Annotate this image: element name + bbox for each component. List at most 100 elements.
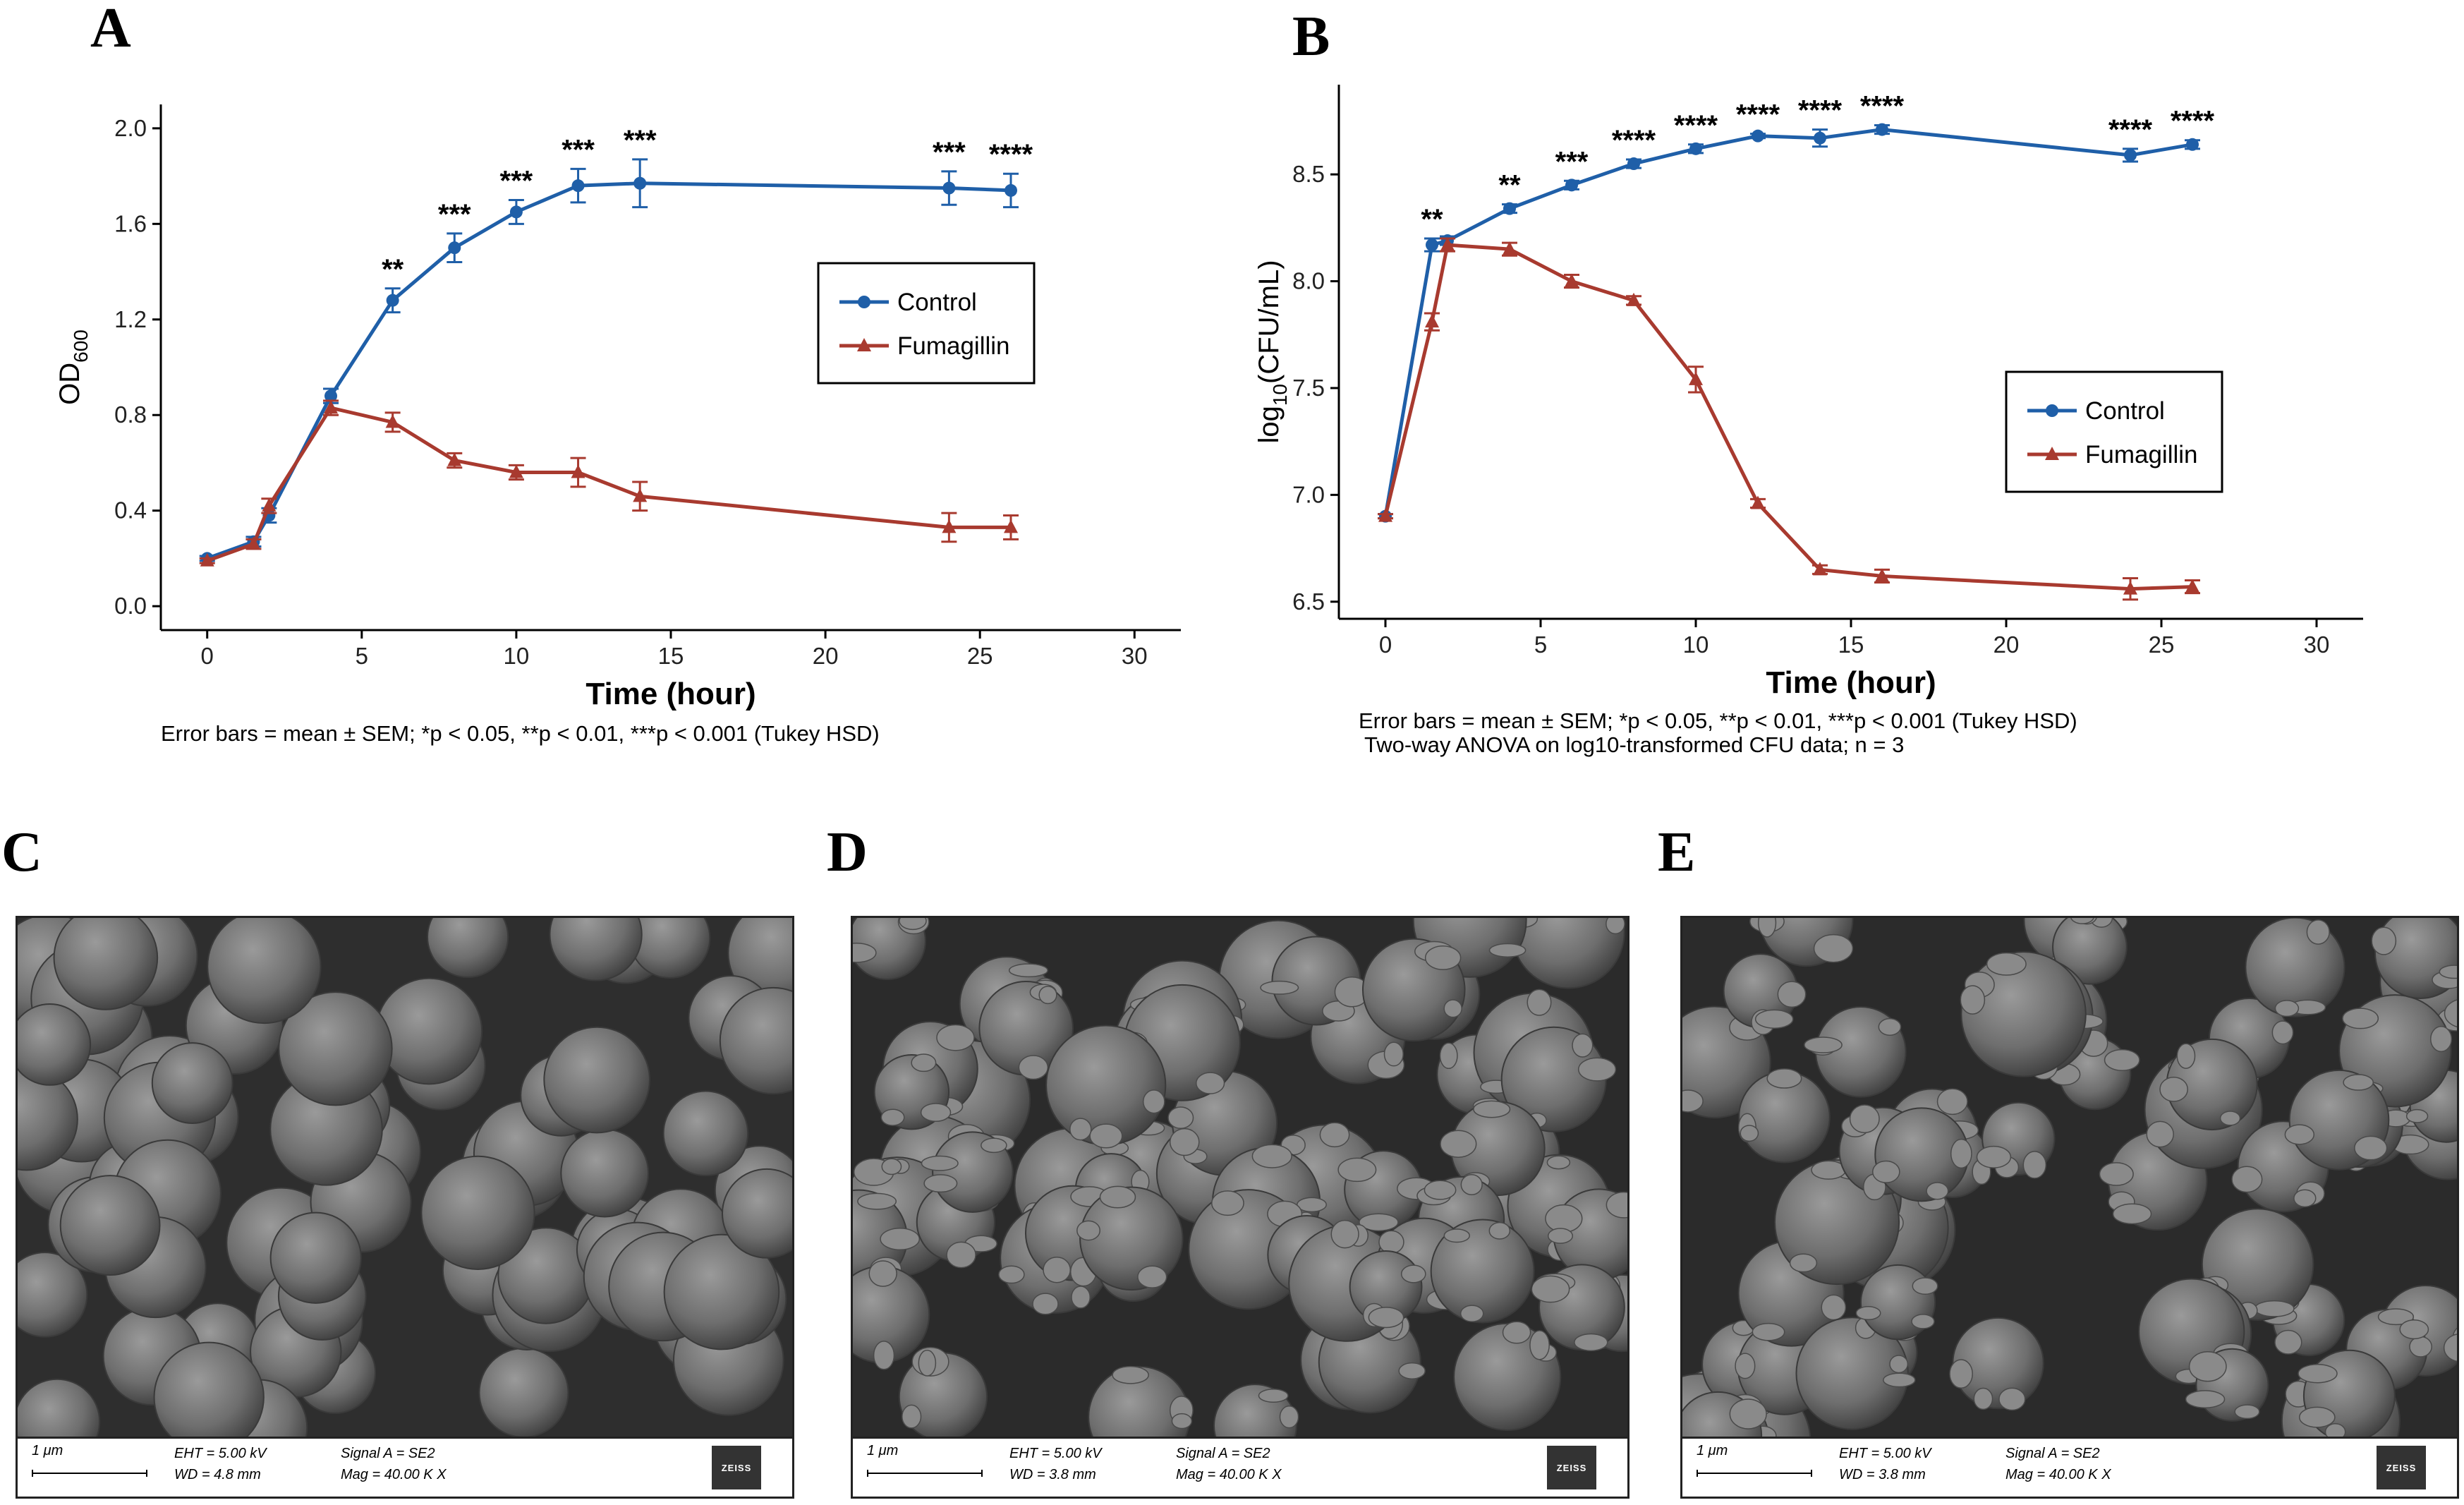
surface-bleb [2274, 1000, 2300, 1017]
surface-bleb [1440, 1130, 1477, 1158]
legend-marker [2046, 404, 2058, 417]
y-tick-label: 2.0 [114, 115, 147, 141]
sem-signal: Signal A = SE2 [1176, 1446, 1270, 1461]
panel-label-d: D [827, 821, 868, 883]
surface-bleb [1260, 980, 1299, 995]
data-point-fumagillin [1689, 371, 1703, 385]
cell [427, 918, 509, 979]
surface-bleb [2254, 1300, 2295, 1317]
sem-image-fumagillin-2: 1 μm EHT = 5.00 kV WD = 3.8 mm Signal A … [1680, 916, 2459, 1499]
sem-micrograph-d [853, 918, 1627, 1443]
significance-label: **** [1798, 95, 1843, 126]
surface-bleb [2185, 1390, 2226, 1409]
significance-label: **** [2108, 114, 2153, 145]
surface-bleb [2293, 1189, 2317, 1208]
sem-signal: Signal A = SE2 [2005, 1446, 2100, 1461]
surface-bleb [1546, 1155, 1571, 1170]
sem-micrograph-e [1682, 918, 2457, 1443]
surface-bleb [1949, 1359, 1973, 1389]
y-tick-label: 1.6 [114, 210, 147, 236]
series-line-fumagillin [1383, 243, 2193, 591]
significance-label: ** [1421, 204, 1443, 235]
x-tick-label: 5 [1534, 631, 1547, 658]
surface-bleb [1889, 1355, 1909, 1374]
surface-bleb [921, 1155, 959, 1171]
surface-bleb [1849, 1104, 1880, 1134]
sem-micrograph-c [18, 918, 792, 1443]
sem-mag: Mag = 40.00 K X [341, 1467, 447, 1482]
sem-eht: EHT = 5.00 kV [1009, 1446, 1102, 1461]
y-tick-label: 0.4 [114, 497, 147, 524]
legend-marker [2045, 447, 2059, 460]
sem-eht: EHT = 5.00 kV [1839, 1446, 1931, 1461]
sem-info-bar: 1 μm EHT = 5.00 kV WD = 4.8 mm Signal A … [18, 1437, 792, 1497]
sem-signal: Signal A = SE2 [341, 1446, 435, 1461]
data-point-control [1426, 238, 1438, 252]
surface-bleb [1813, 933, 1854, 963]
significance-label: **** [1860, 91, 1905, 122]
surface-bleb [1251, 1144, 1292, 1168]
surface-bleb [2231, 1166, 2263, 1193]
surface-bleb [1606, 918, 1625, 935]
surface-bleb [1043, 1257, 1072, 1283]
surface-bleb [1740, 1125, 1759, 1142]
y-tick-label: 7.0 [1292, 481, 1325, 507]
cell [662, 1090, 749, 1177]
cell [1960, 951, 2087, 1077]
data-point-fumagillin [509, 464, 523, 478]
panel-label-b: B [1292, 6, 1330, 68]
surface-bleb [1547, 1228, 1574, 1244]
surface-bleb [1855, 1306, 1881, 1320]
scale-bar [867, 1470, 983, 1477]
surface-bleb [920, 1103, 952, 1123]
x-tick-label: 30 [2304, 631, 2330, 658]
surface-bleb [1443, 1228, 1470, 1243]
data-point-fumagillin [1378, 508, 1392, 522]
chart-b-note-2: Two-way ANOVA on log10-transformed CFU d… [1359, 732, 1905, 757]
cell [1079, 1186, 1184, 1291]
cell [1952, 1317, 2044, 1410]
surface-bleb [998, 1265, 1025, 1284]
data-point-fumagillin [1751, 495, 1765, 509]
surface-bleb [1986, 952, 2027, 976]
surface-bleb [1195, 1072, 1225, 1094]
significance-label: **** [1674, 110, 1718, 141]
surface-bleb [1167, 1106, 1194, 1130]
data-point-control [2186, 138, 2199, 151]
surface-bleb [2371, 926, 2397, 955]
data-point-control [2124, 148, 2137, 162]
data-point-control [1005, 183, 1017, 197]
x-tick-label: 25 [967, 643, 993, 669]
surface-bleb [1424, 945, 1462, 970]
surface-bleb [1804, 1036, 1843, 1053]
surface-bleb [2022, 1151, 2047, 1179]
series-line-fumagillin [206, 406, 1011, 563]
x-tick-label: 0 [1379, 631, 1392, 658]
zeiss-logo: ZEISS [2377, 1446, 2426, 1489]
surface-bleb [1279, 1406, 1299, 1429]
cell [53, 918, 159, 1010]
surface-bleb [1443, 999, 1462, 1018]
surface-bleb [1032, 1293, 1059, 1315]
y-tick-label: 8.0 [1292, 268, 1325, 294]
data-point-control [1752, 129, 1764, 143]
surface-bleb [1574, 1333, 1608, 1352]
data-point-control [942, 181, 956, 195]
surface-bleb [1973, 1387, 1993, 1410]
significance-label: **** [2171, 106, 2215, 137]
data-point-fumagillin [447, 452, 462, 466]
surface-bleb [1572, 1033, 1594, 1058]
surface-bleb [1439, 1042, 1458, 1070]
zeiss-logo: ZEISS [1547, 1446, 1596, 1489]
legend-marker [858, 296, 870, 308]
surface-bleb [2405, 1108, 2429, 1123]
surface-bleb [873, 1341, 895, 1370]
sem-info-bar: 1 μm EHT = 5.00 kV WD = 3.8 mm Signal A … [1682, 1437, 2457, 1497]
surface-bleb [2409, 1336, 2432, 1358]
y-tick-label: 7.5 [1292, 375, 1325, 401]
significance-label: *** [1555, 146, 1589, 177]
surface-bleb [1911, 1314, 1935, 1329]
cell [278, 991, 393, 1106]
surface-bleb [1883, 1372, 1916, 1388]
surface-bleb [1112, 1365, 1149, 1384]
